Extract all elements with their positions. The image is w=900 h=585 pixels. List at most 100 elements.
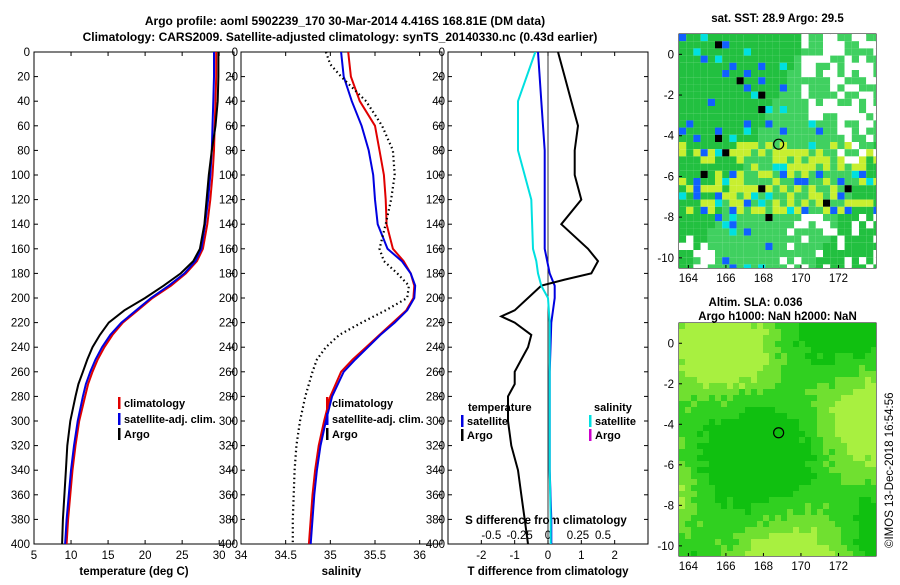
y-tick-label: 80 [17,145,30,157]
x-axis-label: temperature (deg C) [79,566,188,578]
x-tick-label: 166 [716,561,735,573]
y-tick-label: 60 [432,121,445,133]
x-tick-label: 172 [829,561,848,573]
legend-swatch-sal_argo [589,429,592,441]
y-tick-label: 100 [219,170,238,182]
y-tick-label: -2 [664,379,674,391]
y-tick-label: 320 [11,441,30,453]
x-tick-label: -2 [476,550,486,562]
x-tick-label: 15 [102,550,115,562]
y-tick-label: 200 [426,293,445,305]
legend-label-climatology: climatology [124,398,186,410]
credit-text: ©IMOS 13-Dec-2018 16:54:56 [884,392,896,548]
y-tick-label: 240 [219,342,238,354]
y-tick-label: 220 [219,318,238,330]
y-tick-label: 340 [426,465,445,477]
x-tick-label: 168 [754,273,773,285]
legend-swatch-climatology [118,397,121,409]
s-tick-label: 0.5 [595,530,611,542]
title-line-1: Argo profile: aoml 5902239_170 30-Mar-20… [145,14,545,28]
y-tick-label: 340 [11,465,30,477]
y-tick-label: 60 [17,121,30,133]
y-tick-label: 360 [426,490,445,502]
y-tick-label: 280 [219,391,238,403]
y-tick-label: 200 [219,293,238,305]
legend-swatch-satellite [326,413,329,425]
y-tick-label: 100 [426,170,445,182]
y-tick-label: 160 [11,244,30,256]
y-tick-label: 400 [426,539,445,551]
map-cells [679,34,876,268]
y-tick-label: 120 [219,195,238,207]
series-sal_satellite [517,52,552,544]
y-tick-label: -6 [664,171,674,183]
y-tick-label: 280 [11,391,30,403]
sla-map-panel: Altim. SLA: 0.036 Argo h1000: NaN h2000: … [657,297,877,573]
title-line-2: Climatology: CARS2009. Satellite-adjuste… [83,30,598,44]
sst-map-panel: sat. SST: 28.9 Argo: 29.5 164 166 168 170 172… [657,13,877,285]
s-tick-label: -0.25 [507,530,533,542]
y-tick-label: -4 [664,419,675,431]
y-tick-label: 40 [225,96,238,108]
y-tick-label: 320 [426,441,445,453]
x-tick-label: 172 [829,273,848,285]
legend-label-satellite: satellite [467,416,508,428]
x-tick-label: 35 [324,550,337,562]
x-tick-label: 1 [578,550,584,562]
x-axis-label: T difference from climatology [467,566,629,578]
y-tick-label: 20 [225,72,238,84]
y-tick-label: 140 [426,219,445,231]
y-tick-label: 340 [219,465,238,477]
legend-label-sal_argo: Argo [595,430,621,442]
legend-title-salinity: salinity [594,402,633,414]
s-tick-label: 0 [545,530,551,542]
y-tick-label: 180 [219,268,238,280]
y-tick-label: 0 [232,47,238,59]
legend-label-sal_satellite: satellite [595,416,636,428]
y-tick-label: 380 [426,514,445,526]
map-title: Altim. SLA: 0.036 [709,297,803,309]
x-tick-label: 10 [65,550,78,562]
y-tick-label: 160 [426,244,445,256]
legend-swatch-climatology [326,397,329,409]
series-argo [61,52,220,544]
series-satellite [309,52,417,544]
y-tick-label: 220 [11,318,30,330]
legend-label-argo: Argo [124,429,150,441]
x-tick-label: 34 [235,550,248,562]
y-tick-label: 360 [219,490,238,502]
y-tick-label: 140 [11,219,30,231]
y-tick-label: 400 [219,539,238,551]
y-tick-label: 280 [426,391,445,403]
x-tick-label: 5 [31,550,37,562]
map-subtitle: Argo h1000: NaN h2000: NaN [698,311,857,323]
legend-swatch-argo [326,428,329,440]
series-argo [498,52,600,544]
x-tick-label: 20 [139,550,152,562]
y-tick-label: -2 [664,90,674,102]
y-tick-label: 380 [11,514,30,526]
legend-label-argo: Argo [332,429,358,441]
y-tick-label: -4 [664,131,675,143]
x-tick-label: 168 [754,561,773,573]
x-tick-label: 36 [413,550,426,562]
x-tick-label: 164 [679,561,699,573]
y-tick-label: 260 [219,367,238,379]
y-tick-label: -10 [657,253,674,265]
argo-position-marker [773,138,785,150]
legend-swatch-satellite [461,415,464,427]
y-tick-label: 160 [219,244,238,256]
x-tick-label: 170 [791,273,810,285]
x-tick-label: 0 [545,550,551,562]
legend-swatch-argo [461,429,464,441]
legend-title-temperature: temperature [468,402,532,414]
y-tick-label: 0 [439,47,445,59]
y-tick-label: -8 [664,500,674,512]
legend-swatch-sal_satellite [589,415,592,427]
y-tick-label: 400 [11,539,30,551]
y-tick-label: 40 [432,96,445,108]
s-tick-label: -0.5 [481,530,501,542]
map-title: sat. SST: 28.9 Argo: 29.5 [711,13,844,25]
y-tick-label: 0 [24,47,30,59]
